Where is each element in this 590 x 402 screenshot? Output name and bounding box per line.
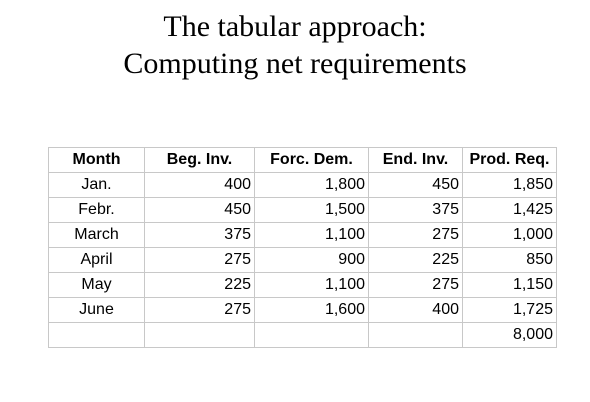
cell-forc-dem: 1,500: [254, 197, 369, 223]
cell-month: May: [48, 272, 145, 298]
header-beg-inv: Beg. Inv.: [144, 147, 255, 173]
cell-beg-inv: 225: [144, 272, 255, 298]
table-row: Febr. 450 1,500 375 1,425: [48, 197, 557, 223]
cell-month: June: [48, 297, 145, 323]
cell-beg-inv: 275: [144, 247, 255, 273]
cell-forc-dem: 1,100: [254, 272, 369, 298]
cell-prod-req: 1,150: [462, 272, 557, 298]
cell-forc-dem: 900: [254, 247, 369, 273]
header-end-inv: End. Inv.: [368, 147, 463, 173]
cell-forc-dem: 1,800: [254, 172, 369, 198]
total-cell-end-inv: [368, 322, 463, 348]
header-forc-dem: Forc. Dem.: [254, 147, 369, 173]
table-header-row: Month Beg. Inv. Forc. Dem. End. Inv. Pro…: [48, 147, 557, 173]
table-row: March 375 1,100 275 1,000: [48, 222, 557, 248]
cell-month: April: [48, 247, 145, 273]
cell-prod-req: 1,425: [462, 197, 557, 223]
cell-prod-req: 850: [462, 247, 557, 273]
total-prod-req: 8,000: [462, 322, 557, 348]
cell-month: March: [48, 222, 145, 248]
cell-end-inv: 375: [368, 197, 463, 223]
cell-end-inv: 225: [368, 247, 463, 273]
total-cell-month: [48, 322, 145, 348]
table-row: June 275 1,600 400 1,725: [48, 297, 557, 323]
cell-prod-req: 1,725: [462, 297, 557, 323]
total-cell-forc-dem: [254, 322, 369, 348]
cell-month: Febr.: [48, 197, 145, 223]
table-row: April 275 900 225 850: [48, 247, 557, 273]
cell-end-inv: 400: [368, 297, 463, 323]
cell-month: Jan.: [48, 172, 145, 198]
cell-end-inv: 275: [368, 272, 463, 298]
header-month: Month: [48, 147, 145, 173]
table-row: May 225 1,100 275 1,150: [48, 272, 557, 298]
cell-prod-req: 1,850: [462, 172, 557, 198]
cell-beg-inv: 450: [144, 197, 255, 223]
total-row: 8,000: [48, 322, 557, 348]
cell-forc-dem: 1,100: [254, 222, 369, 248]
slide-title: The tabular approach: Computing net requ…: [0, 8, 590, 82]
cell-beg-inv: 275: [144, 297, 255, 323]
cell-forc-dem: 1,600: [254, 297, 369, 323]
title-line-2: Computing net requirements: [123, 47, 467, 80]
header-prod-req: Prod. Req.: [462, 147, 557, 173]
table-row: Jan. 400 1,800 450 1,850: [48, 172, 557, 198]
net-requirements-table: Month Beg. Inv. Forc. Dem. End. Inv. Pro…: [48, 147, 557, 348]
cell-beg-inv: 400: [144, 172, 255, 198]
cell-prod-req: 1,000: [462, 222, 557, 248]
cell-beg-inv: 375: [144, 222, 255, 248]
title-line-1: The tabular approach:: [163, 10, 427, 43]
cell-end-inv: 275: [368, 222, 463, 248]
total-cell-beg-inv: [144, 322, 255, 348]
cell-end-inv: 450: [368, 172, 463, 198]
